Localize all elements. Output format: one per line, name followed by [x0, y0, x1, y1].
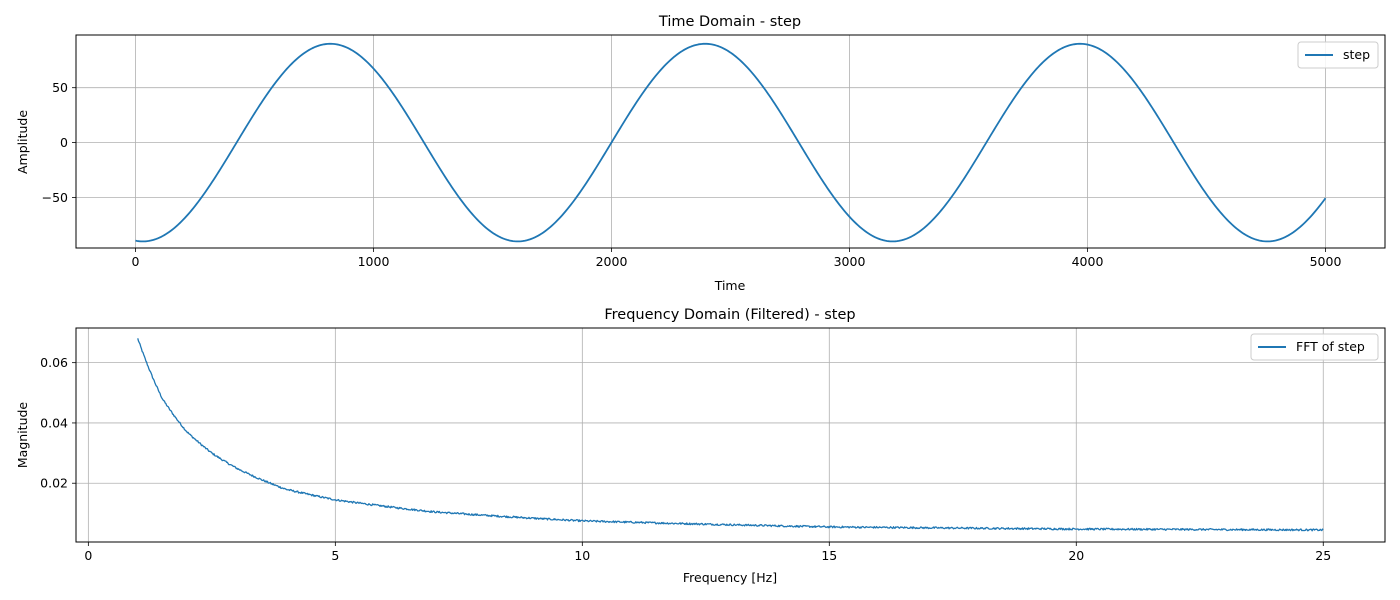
x-tick-label: 15 — [821, 548, 837, 563]
y-tick-label: 50 — [52, 80, 68, 95]
time-domain-x-ticks: 0 1000 2000 3000 4000 5000 — [132, 248, 1342, 269]
time-domain-series — [135, 42, 1327, 243]
y-tick-label: 0 — [60, 135, 68, 150]
legend-box — [1250, 333, 1379, 361]
time-domain-frame — [75, 34, 1386, 249]
x-tick-label: 5 — [331, 548, 339, 563]
legend-box — [1297, 41, 1379, 69]
y-tick-label: 0.04 — [40, 415, 68, 430]
time-domain-axes: 0 1000 2000 3000 4000 5000 −50 0 50 Time Domain… — [15, 14, 1386, 293]
x-tick-label: 20 — [1068, 548, 1084, 563]
x-tick-label: 2000 — [596, 254, 628, 269]
frequency-domain-title: Frequency Domain (Filtered) - step — [604, 307, 855, 323]
time-domain-grid — [76, 35, 1385, 248]
frequency-domain-series — [137, 338, 1324, 532]
frequency-domain-frame — [75, 327, 1386, 543]
time-domain-y-ticks: −50 0 50 — [42, 80, 76, 205]
frequency-domain-axes: 0 5 10 15 20 25 0.02 0.04 0.06 Frequency Domain… — [15, 307, 1386, 585]
y-tick-label: −50 — [42, 190, 68, 205]
time-domain-title: Time Domain - step — [658, 14, 801, 30]
x-tick-label: 0 — [84, 548, 92, 563]
x-tick-label: 25 — [1315, 548, 1331, 563]
y-tick-label: 0.02 — [40, 476, 68, 491]
frequency-domain-y-ticks: 0.02 0.04 0.06 — [40, 355, 76, 491]
x-tick-label: 4000 — [1072, 254, 1104, 269]
y-tick-label: 0.06 — [40, 355, 68, 370]
frequency-domain-series-line — [137, 338, 1324, 532]
x-tick-label: 0 — [132, 254, 140, 269]
x-tick-label: 1000 — [358, 254, 390, 269]
frequency-domain-ylabel: Magnitude — [15, 402, 30, 469]
legend-label-step: step — [1343, 47, 1370, 62]
time-domain-legend: step — [1297, 41, 1379, 69]
legend-label-fft: FFT of step — [1296, 339, 1365, 354]
x-tick-label: 5000 — [1310, 254, 1342, 269]
time-domain-series-line — [135, 42, 1327, 243]
x-tick-label: 3000 — [834, 254, 866, 269]
frequency-domain-x-ticks: 0 5 10 15 20 25 — [84, 542, 1331, 563]
frequency-domain-legend: FFT of step — [1250, 333, 1379, 361]
x-tick-label: 10 — [574, 548, 590, 563]
time-domain-ylabel: Amplitude — [15, 110, 30, 174]
time-domain-xlabel: Time — [714, 278, 746, 293]
frequency-domain-xlabel: Frequency [Hz] — [683, 570, 777, 585]
frequency-domain-grid — [76, 328, 1385, 542]
